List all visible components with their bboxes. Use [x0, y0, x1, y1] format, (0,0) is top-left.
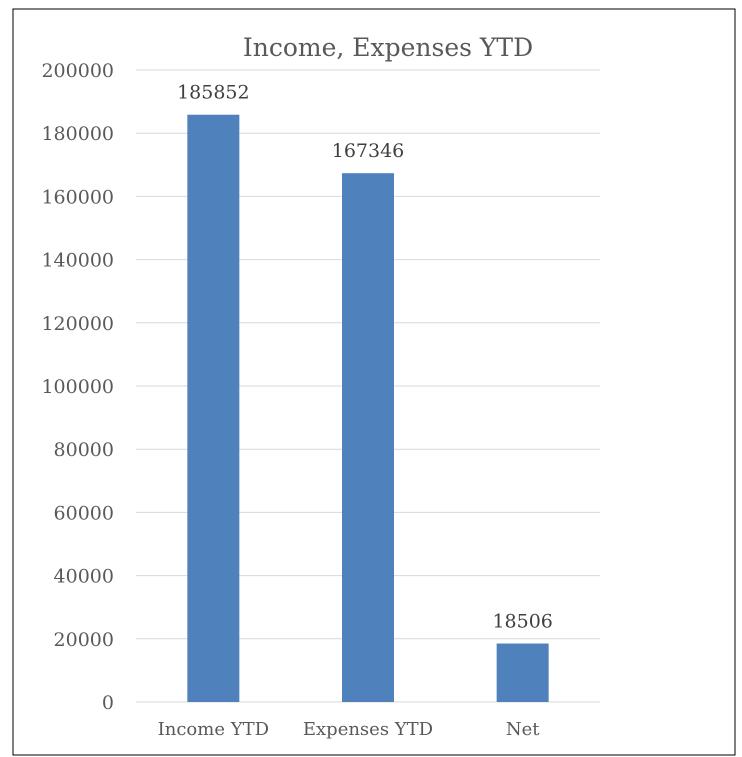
y-axis-tick-labels: 0 20000 40000 60000 80000 100000 120000 140000 1…	[41, 60, 114, 714]
data-label: 18506	[492, 611, 552, 633]
x-category-label: Net	[506, 719, 540, 740]
y-tick-label: 0	[102, 692, 114, 714]
x-category-label: Income YTD	[158, 719, 269, 740]
y-tick-label: 140000	[41, 250, 114, 272]
y-tick-label: 180000	[41, 123, 114, 145]
y-tick-label: 120000	[41, 313, 114, 335]
y-tick-label: 200000	[41, 60, 114, 82]
y-tick-label: 80000	[54, 439, 114, 461]
bar-expenses-ytd	[342, 173, 394, 702]
data-label: 167346	[332, 140, 405, 162]
chart-title: Income, Expenses YTD	[243, 33, 533, 62]
x-category-label: Expenses YTD	[303, 719, 433, 740]
bars	[187, 114, 549, 702]
data-labels: 185852 167346 18506	[177, 82, 553, 633]
y-tick-label: 40000	[54, 566, 114, 588]
y-tick-label: 160000	[41, 186, 114, 208]
bar-income-ytd	[187, 114, 240, 702]
x-axis-category-labels: Income YTD Expenses YTD Net	[158, 719, 541, 740]
bar-net	[496, 643, 549, 702]
data-label: 185852	[177, 82, 250, 104]
y-tick-label: 60000	[54, 502, 114, 524]
y-tick-label: 20000	[54, 629, 114, 651]
y-tick-label: 100000	[41, 376, 114, 398]
